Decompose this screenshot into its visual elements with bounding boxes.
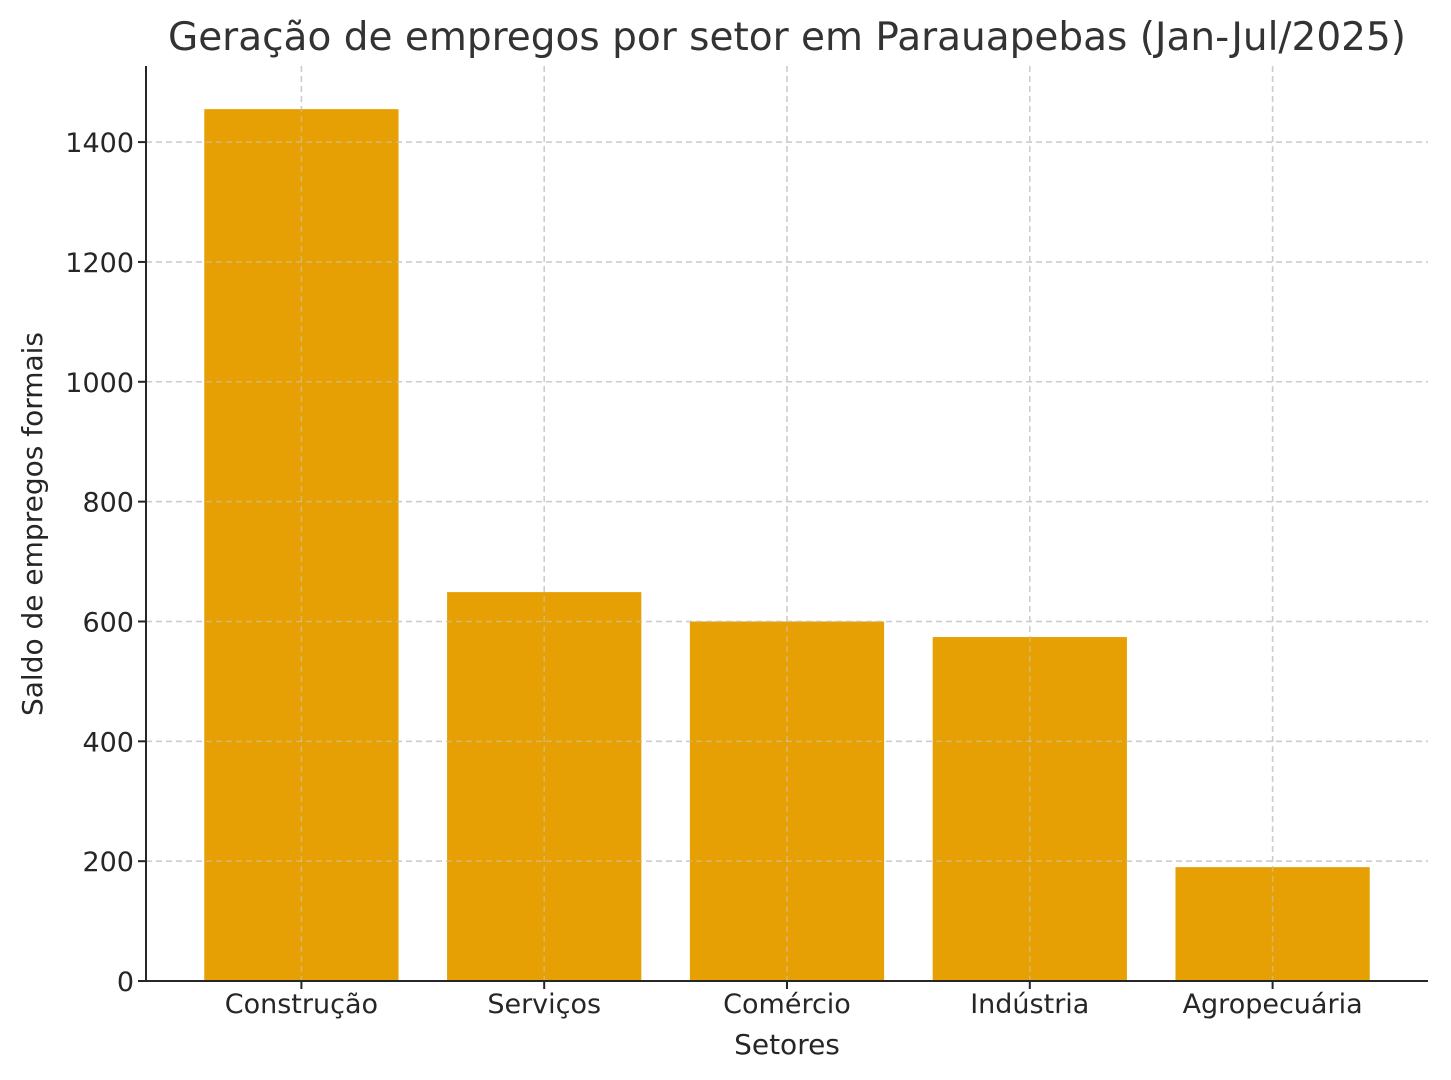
x-tick-label: Serviços <box>487 989 601 1020</box>
x-tick-label: Agropecuária <box>1183 989 1363 1020</box>
chart-title: Geração de empregos por setor em Parauap… <box>168 15 1406 60</box>
y-tick-label: 0 <box>117 967 134 998</box>
bars <box>146 66 1428 981</box>
bar-agropecuária <box>1175 867 1370 981</box>
x-axis-label: Setores <box>734 1028 840 1061</box>
y-tick-label: 200 <box>82 847 134 878</box>
x-tick-label: Comércio <box>723 989 851 1020</box>
y-tick-label: 1400 <box>65 128 134 159</box>
y-tick-label: 800 <box>82 488 134 519</box>
y-tick-label: 1200 <box>65 248 134 279</box>
axes: 0 200 400 600 800 1000 1200 1400 Construção Servi… <box>65 66 1428 1020</box>
y-tick-label: 400 <box>82 727 134 758</box>
bar-construção <box>204 109 399 981</box>
x-tick-label: Indústria <box>970 989 1089 1020</box>
y-axis-label: Saldo de empregos formais <box>16 332 49 716</box>
x-tick-label: Construção <box>225 989 378 1020</box>
y-tick-label: 600 <box>82 607 134 638</box>
y-tick-label: 1000 <box>65 368 134 399</box>
